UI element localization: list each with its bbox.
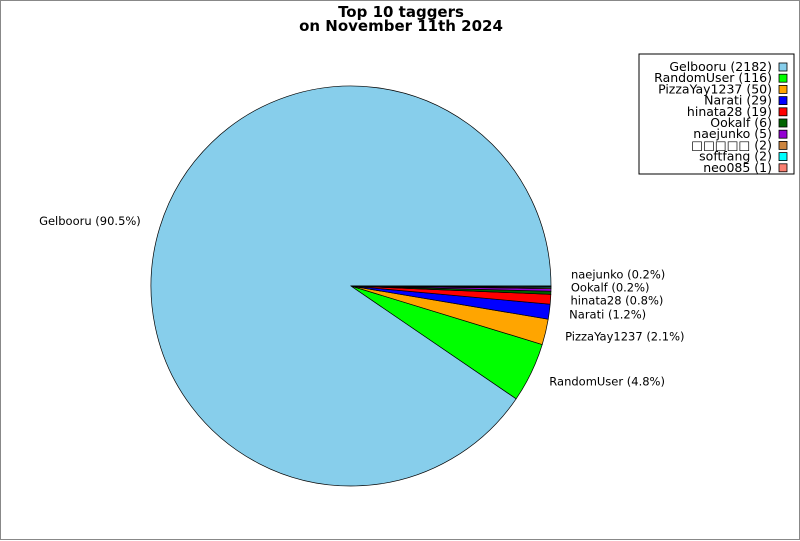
legend-swatch <box>778 129 788 139</box>
legend-swatch <box>778 152 788 162</box>
slice-label: Gelbooru (90.5%) <box>39 214 141 228</box>
legend: Gelbooru (2182)RandomUser (116)PizzaYay1… <box>638 53 795 175</box>
legend-swatch <box>778 107 788 117</box>
slice-label: naejunko (0.2%) <box>571 268 665 282</box>
legend-swatch <box>778 118 788 128</box>
legend-swatch <box>778 62 788 72</box>
legend-entry: naejunko (5) <box>693 126 772 141</box>
legend-swatch <box>778 73 788 83</box>
legend-swatch <box>778 96 788 105</box>
slice-label: hinata28 (0.8%) <box>571 294 664 308</box>
slice-label: Ookalf (0.2%) <box>571 281 650 295</box>
legend-entry: □□□□□ (2) <box>691 137 772 152</box>
legend-entry: neo085 (1) <box>703 160 772 175</box>
legend-entry: PizzaYay1237 (50) <box>658 81 772 96</box>
pie-slice-9 <box>350 285 552 287</box>
legend-swatch <box>778 163 788 173</box>
legend-swatch <box>778 85 788 94</box>
chart-subtitle: on November 11th 2024 <box>299 17 503 35</box>
slice-label: PizzaYay1237 (2.1%) <box>565 330 684 344</box>
legend-entry: hinata28 (19) <box>687 104 772 119</box>
legend-entry: RandomUser (116) <box>654 70 772 85</box>
legend-entry: Narati (29) <box>704 93 772 108</box>
legend-box <box>638 53 795 175</box>
chart-title: Top 10 taggers <box>338 3 464 21</box>
legend-swatch <box>778 140 788 150</box>
legend-entry: Gelbooru (2182) <box>669 59 772 74</box>
slice-label: Narati (1.2%) <box>569 307 646 321</box>
legend-entry: Ookalf (6) <box>710 115 772 130</box>
legend-entry: softfang (2) <box>699 149 772 164</box>
slice-label: RandomUser (4.8%) <box>549 374 665 388</box>
